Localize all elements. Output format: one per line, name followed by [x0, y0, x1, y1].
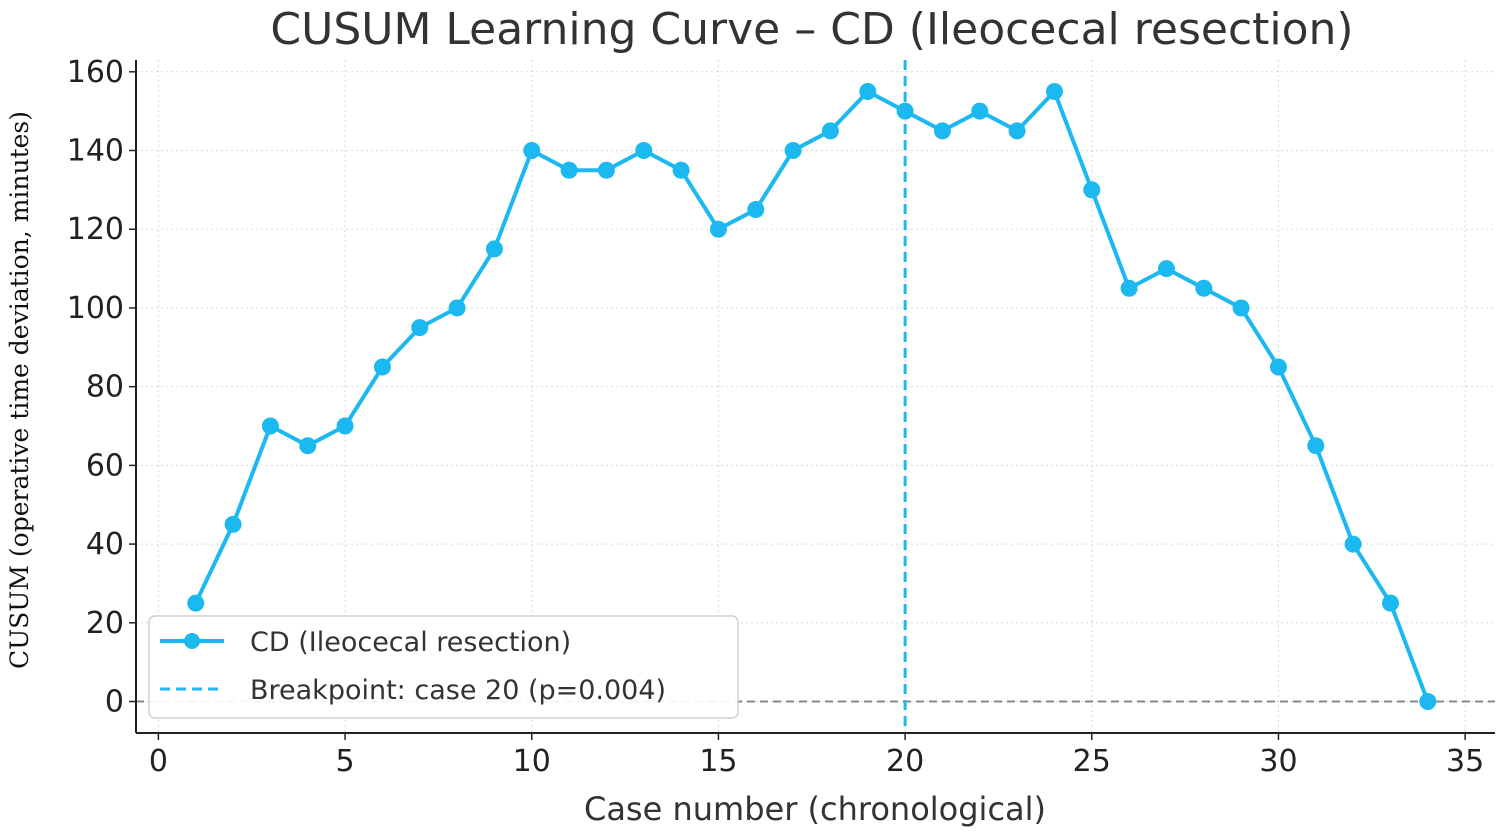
legend-breakpoint-label: Breakpoint: case 20 (p=0.004): [250, 675, 666, 706]
legend: CD (Ileocecal resection) Breakpoint: cas…: [148, 615, 739, 719]
data-point: [523, 142, 541, 160]
data-point: [672, 161, 690, 179]
y-tick-label: 100: [67, 291, 124, 326]
data-point: [1232, 299, 1250, 317]
data-point: [336, 417, 354, 435]
data-point: [1307, 437, 1325, 455]
data-point: [971, 102, 989, 120]
data-point: [933, 122, 951, 140]
chart-title: CUSUM Learning Curve – CD (Ileocecal res…: [270, 4, 1353, 55]
y-tick-label: 160: [67, 55, 124, 90]
data-point: [1344, 535, 1362, 553]
legend-series-label: CD (Ileocecal resection): [250, 627, 571, 658]
y-tick-label: 120: [67, 212, 124, 247]
y-tick-label: 0: [105, 685, 124, 720]
x-tick-label: 25: [1073, 744, 1111, 779]
data-point: [373, 358, 391, 376]
data-point: [1045, 82, 1063, 100]
x-tick-label: 15: [699, 744, 737, 779]
data-point: [1008, 122, 1026, 140]
data-point: [821, 122, 839, 140]
data-point: [224, 515, 242, 533]
data-point: [187, 594, 205, 612]
y-tick-label: 20: [86, 606, 124, 641]
x-axis-label: Case number (chronological): [584, 790, 1046, 828]
data-point: [597, 161, 615, 179]
series-line: [193, 89, 1430, 703]
data-point: [859, 82, 877, 100]
axes: [129, 60, 1495, 740]
tick-labels: 0 5 10 15 20 25 30 35 0 20 40 60 80 100 120 140 160: [67, 55, 1484, 779]
data-point: [1381, 594, 1399, 612]
legend-box: [148, 615, 739, 719]
y-tick-label: 60: [86, 448, 124, 483]
data-point: [560, 161, 578, 179]
data-point: [448, 299, 466, 317]
data-point: [747, 201, 765, 219]
x-tick-label: 20: [886, 744, 924, 779]
data-point: [411, 319, 429, 337]
legend-series-marker: [184, 633, 200, 649]
data-point: [1083, 181, 1101, 199]
series-layer: [187, 82, 1437, 711]
data-point: [784, 142, 802, 160]
data-point: [709, 220, 727, 238]
data-point: [261, 417, 279, 435]
data-point: [1195, 279, 1213, 297]
y-tick-label: 40: [86, 527, 124, 562]
data-point: [1269, 358, 1287, 376]
y-tick-label: 80: [86, 370, 124, 405]
x-tick-label: 0: [149, 744, 168, 779]
data-point: [896, 102, 914, 120]
data-point: [299, 437, 317, 455]
data-point: [1120, 279, 1138, 297]
data-point: [1419, 693, 1437, 711]
x-tick-label: 30: [1259, 744, 1297, 779]
data-point: [635, 142, 653, 160]
x-tick-label: 10: [513, 744, 551, 779]
y-tick-label: 140: [67, 134, 124, 169]
y-axis-label: CUSUM (operative time deviation, minutes…: [5, 111, 34, 669]
data-point: [485, 240, 503, 258]
data-point: [1157, 260, 1175, 278]
x-tick-label: 5: [336, 744, 355, 779]
x-tick-label: 35: [1446, 744, 1484, 779]
